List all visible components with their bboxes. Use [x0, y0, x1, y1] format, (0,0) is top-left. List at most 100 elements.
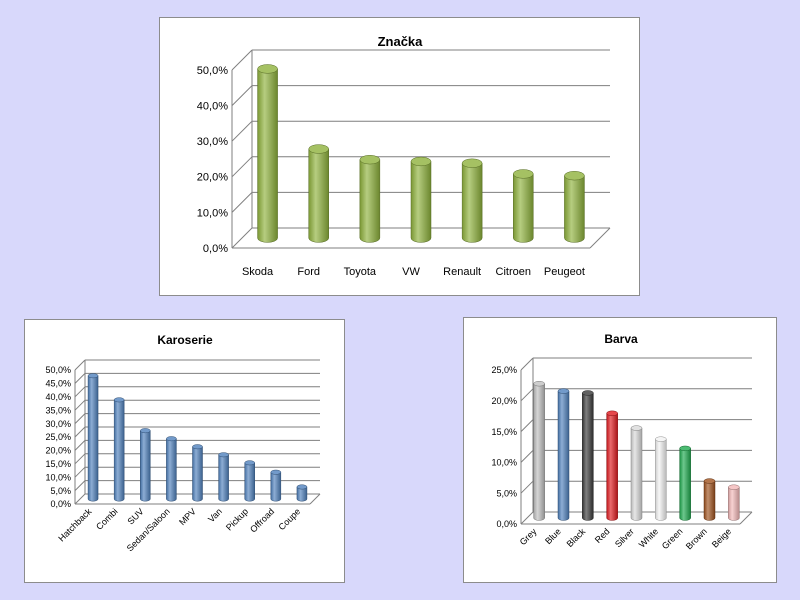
- bar-karoserie-sedan-saloon: [166, 436, 177, 502]
- bar-body: [308, 148, 329, 243]
- grid-diagonal: [520, 388, 534, 402]
- y-tick-label: 50,0%: [45, 365, 71, 375]
- bar-top: [557, 388, 570, 394]
- bars-barva: [533, 381, 740, 521]
- bar-top: [87, 373, 99, 379]
- y-tick-label: 20,0%: [45, 446, 71, 456]
- y-tick-label: 40,0%: [197, 100, 228, 112]
- x-tick-label: Brown: [684, 526, 709, 551]
- x-tick-label: Hatchback: [56, 506, 93, 543]
- x-tick-label: Blue: [543, 526, 563, 546]
- y-tick-label: 35,0%: [45, 405, 71, 415]
- chart-title-znacka: Značka: [378, 34, 424, 49]
- grid-diagonal: [74, 440, 86, 451]
- chart-karoserie: Karoserie 0,0% 5,0% 10,0% 15,0% 20,0% 25,0% 30,…: [45, 333, 321, 553]
- bar-znacka-citroen: [513, 169, 534, 243]
- x-tick-label: Ford: [297, 266, 320, 278]
- bar-top: [513, 169, 534, 179]
- bar-body: [728, 486, 740, 521]
- bar-body: [257, 68, 278, 243]
- bar-body: [113, 399, 125, 502]
- bar-karoserie-combi: [113, 397, 125, 502]
- grid-diagonal: [231, 227, 253, 249]
- bar-top: [140, 428, 151, 434]
- bar-karoserie-pickup: [244, 460, 255, 502]
- bar-body: [218, 454, 229, 502]
- grid-diagonal: [231, 192, 253, 213]
- bar-body: [513, 173, 534, 243]
- x-tick-label: Toyota: [344, 266, 377, 278]
- bar-top: [257, 64, 278, 74]
- grid-diagonal: [520, 419, 534, 432]
- x-tick-label: Silver: [613, 526, 636, 549]
- y-tick-label: 25,0%: [491, 365, 517, 375]
- gridlines-barva: [520, 357, 752, 525]
- x-tick-label: Beige: [710, 526, 733, 549]
- bar-barva-blue: [557, 388, 570, 521]
- bar-karoserie-van: [218, 452, 229, 502]
- bar-karoserie-offroad: [270, 469, 282, 502]
- floor-right-edge: [589, 227, 611, 249]
- grid-diagonal: [231, 156, 253, 178]
- bar-barva-brown: [703, 478, 716, 521]
- bar-body: [630, 427, 643, 521]
- bar-body: [679, 448, 691, 521]
- chart-panel-barva: Barva 0,0% 5,0% 10,0% 15,0% 20,0% 25,0% Grey Blu…: [463, 317, 777, 583]
- bars-znacka: [257, 64, 585, 243]
- x-tick-label: Offroad: [248, 506, 276, 534]
- bar-top: [655, 436, 667, 442]
- bar-body: [703, 480, 716, 521]
- grid-diagonal: [74, 480, 86, 491]
- y-tick-label: 50,0%: [197, 65, 228, 77]
- bar-barva-red: [606, 410, 618, 521]
- x-tick-label: Combi: [94, 506, 119, 531]
- bar-barva-grey: [533, 381, 545, 521]
- bar-top: [728, 484, 740, 490]
- bar-karoserie-coupe: [296, 484, 308, 502]
- x-tick-label: Coupe: [277, 506, 303, 532]
- bar-body: [244, 462, 255, 502]
- y-tick-label: 30,0%: [45, 419, 71, 429]
- grid-diagonal: [520, 480, 534, 494]
- grid-diagonal: [520, 450, 534, 463]
- y-tick-label: 0,0%: [50, 499, 71, 509]
- bar-top: [166, 436, 177, 442]
- bar-znacka-skoda: [257, 64, 278, 243]
- bar-top: [244, 460, 255, 466]
- x-tick-label: Pickup: [224, 506, 250, 532]
- y-tick-label: 0,0%: [496, 519, 517, 529]
- y-tick-label: 5,0%: [496, 488, 517, 498]
- bar-body: [192, 446, 203, 502]
- grid-diagonal: [74, 493, 86, 505]
- bar-top: [218, 452, 229, 458]
- bar-body: [655, 438, 667, 521]
- bar-body: [582, 392, 594, 521]
- bar-top: [533, 381, 545, 387]
- chart-znacka: Značka 0,0% 10,0% 20,0% 30,0% 40,0% 50,0% Skoda…: [197, 34, 611, 278]
- bar-body: [533, 383, 545, 521]
- bar-top: [606, 410, 618, 416]
- bar-body: [564, 175, 585, 243]
- x-tick-label: VW: [402, 266, 420, 278]
- bar-top: [461, 158, 483, 168]
- bar-barva-silver: [630, 425, 643, 521]
- bar-body: [359, 159, 381, 243]
- grid-diagonal: [74, 386, 86, 398]
- chart-barva: Barva 0,0% 5,0% 10,0% 15,0% 20,0% 25,0% Grey Blu…: [491, 332, 753, 551]
- chart-panel-znacka: Značka 0,0% 10,0% 20,0% 30,0% 40,0% 50,0% Skoda…: [159, 17, 640, 296]
- bar-top: [359, 155, 381, 165]
- bar-top: [308, 144, 329, 154]
- y-tick-label: 45,0%: [45, 379, 71, 389]
- y-tick-label: 15,0%: [491, 427, 517, 437]
- x-tick-label: Renault: [443, 266, 481, 278]
- x-tick-label: Citroen: [496, 266, 531, 278]
- bars-karoserie: [87, 373, 308, 502]
- bar-znacka-peugeot: [564, 171, 585, 243]
- bar-body: [166, 438, 177, 502]
- grid-diagonal: [74, 453, 86, 465]
- bar-barva-white: [655, 436, 667, 521]
- grid-diagonal: [231, 85, 253, 106]
- bar-body: [140, 430, 151, 502]
- grid-diagonal: [74, 359, 86, 371]
- grid-diagonal: [74, 399, 86, 411]
